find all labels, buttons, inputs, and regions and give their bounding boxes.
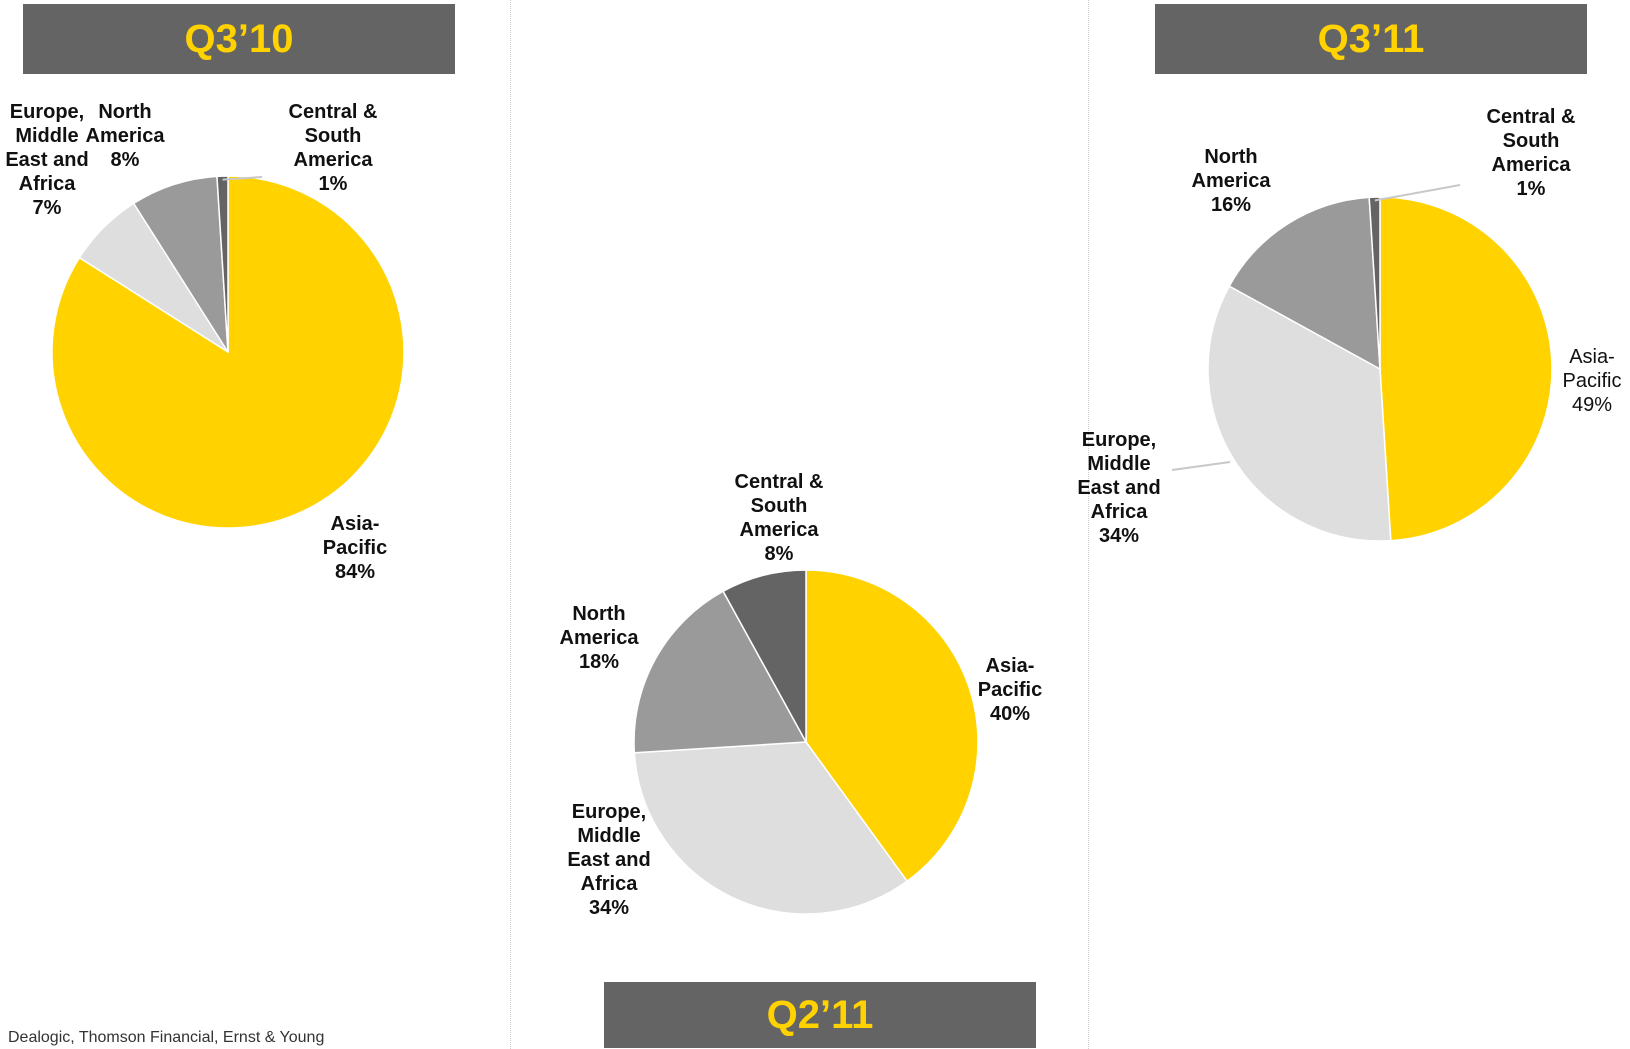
pie-slice-q3-11-north-america — [1228, 196, 1381, 371]
slice-label-name-line: North — [98, 101, 152, 123]
slice-label-q3-10-north-america: North America 8% — [86, 100, 165, 172]
slice-label-name-line: East and — [567, 849, 651, 871]
pie-slice-q2-11-north-america — [633, 590, 808, 754]
pie-slice-q2-11-central-south-america — [722, 569, 807, 743]
slice-label-percent: 8% — [764, 543, 794, 565]
chart-title-q3-10: Q3’10 — [23, 4, 455, 74]
pie-slice-q2-11-asia-pacific — [805, 569, 979, 883]
slice-label-percent: 1% — [318, 173, 348, 195]
leader-line-q3-11 — [1374, 184, 1461, 202]
pie-slice-q3-11-central-south-america — [1368, 196, 1381, 370]
slice-label-percent: 40% — [989, 703, 1031, 725]
slice-label-name-line: Pacific — [977, 679, 1043, 701]
leader-line-q3-10 — [222, 176, 263, 181]
slice-label-q3-10-asia-pacific: Asia- Pacific 84% — [323, 512, 387, 584]
slice-label-q3-11-north-america: North America 16% — [1192, 145, 1271, 217]
slice-label-name-line: South — [304, 125, 362, 147]
slice-label-name-line: America — [1191, 170, 1271, 192]
slice-label-percent: 18% — [578, 651, 620, 673]
slice-label-name-line: America — [85, 125, 165, 147]
slice-label-name-line: Middle — [1087, 453, 1151, 475]
pie-slice-q2-11-europe-middle-east-and-africa — [633, 741, 909, 915]
slice-label-q2-11-asia-pacific: Asia- Pacific 40% — [978, 654, 1042, 726]
slice-label-name-line: North — [572, 603, 626, 625]
slice-label-name-line: South — [750, 495, 808, 517]
slice-label-name-line: Asia- — [985, 655, 1035, 677]
slice-label-percent: 49% — [1571, 394, 1613, 416]
column-divider-right — [1088, 0, 1089, 1049]
leader-line-q3-11-emea — [1171, 461, 1231, 471]
slice-label-name-line: America — [293, 149, 373, 171]
slice-label-name-line: Pacific — [1562, 370, 1622, 392]
slice-label-percent: 34% — [588, 897, 630, 919]
slice-label-q2-11-north-america: North America 18% — [560, 602, 639, 674]
slice-label-name-line: Central & — [734, 471, 824, 493]
chart-title-q2-11: Q2’11 — [604, 982, 1036, 1048]
slice-label-percent: 84% — [334, 561, 376, 583]
slice-label-name-line: East and — [5, 149, 89, 171]
slice-label-name-line: America — [739, 519, 819, 541]
source-note: Dealogic, Thomson Financial, Ernst & You… — [8, 1029, 325, 1046]
slice-label-name-line: America — [1491, 154, 1571, 176]
slice-label-q2-11-europe-middle-east-and-africa: Europe, Middle East and Africa 34% — [567, 800, 650, 920]
slice-label-percent: 1% — [1516, 178, 1546, 200]
slice-label-name-line: Africa — [1090, 501, 1148, 523]
slice-label-name-line: Middle — [577, 825, 641, 847]
slice-label-name-line: Central & — [1486, 106, 1576, 128]
slice-label-name-line: Europe, — [571, 801, 647, 823]
pie-slice-q3-10-central-south-america — [216, 175, 229, 353]
slice-label-q3-10-europe-middle-east-and-africa: Europe, Middle East and Africa 7% — [5, 100, 88, 220]
slice-label-name-line: South — [1502, 130, 1560, 152]
slice-label-name-line: North — [1204, 146, 1258, 168]
slice-label-q2-11-central-south-america: Central & South America 8% — [735, 470, 824, 566]
slice-label-percent: 16% — [1210, 194, 1252, 216]
slice-label-name-line: East and — [1077, 477, 1161, 499]
slice-label-percent: 7% — [32, 197, 62, 219]
slice-label-q3-11-asia-pacific: Asia- Pacific 49% — [1563, 345, 1622, 417]
slice-label-name-line: Africa — [580, 873, 638, 895]
slice-label-name-line: Central & — [288, 101, 378, 123]
chart-title-q3-11: Q3’11 — [1155, 4, 1587, 74]
slice-label-name-line: Asia- — [1569, 346, 1615, 368]
slice-label-name-line: Europe, — [1081, 429, 1157, 451]
slice-label-name-line: Africa — [18, 173, 76, 195]
slice-label-name-line: Asia- — [330, 513, 380, 535]
pie-slice-q3-10-asia-pacific — [51, 175, 405, 529]
slice-label-name-line: Middle — [15, 125, 79, 147]
pie-slice-q3-10-north-america — [132, 175, 229, 353]
slice-label-q3-11-central-south-america: Central & South America 1% — [1487, 105, 1576, 201]
pie-slice-q3-11-asia-pacific — [1379, 196, 1553, 542]
slice-label-percent: 34% — [1098, 525, 1140, 547]
slice-label-percent: 8% — [110, 149, 140, 171]
slice-label-q3-11-europe-middle-east-and-africa: Europe, Middle East and Africa 34% — [1077, 428, 1160, 548]
slice-label-name-line: America — [559, 627, 639, 649]
slice-label-name-line: Europe, — [9, 101, 85, 123]
slice-label-name-line: Pacific — [322, 537, 388, 559]
slice-label-q3-10-central-south-america: Central & South America 1% — [289, 100, 378, 196]
column-divider-left — [510, 0, 511, 1049]
